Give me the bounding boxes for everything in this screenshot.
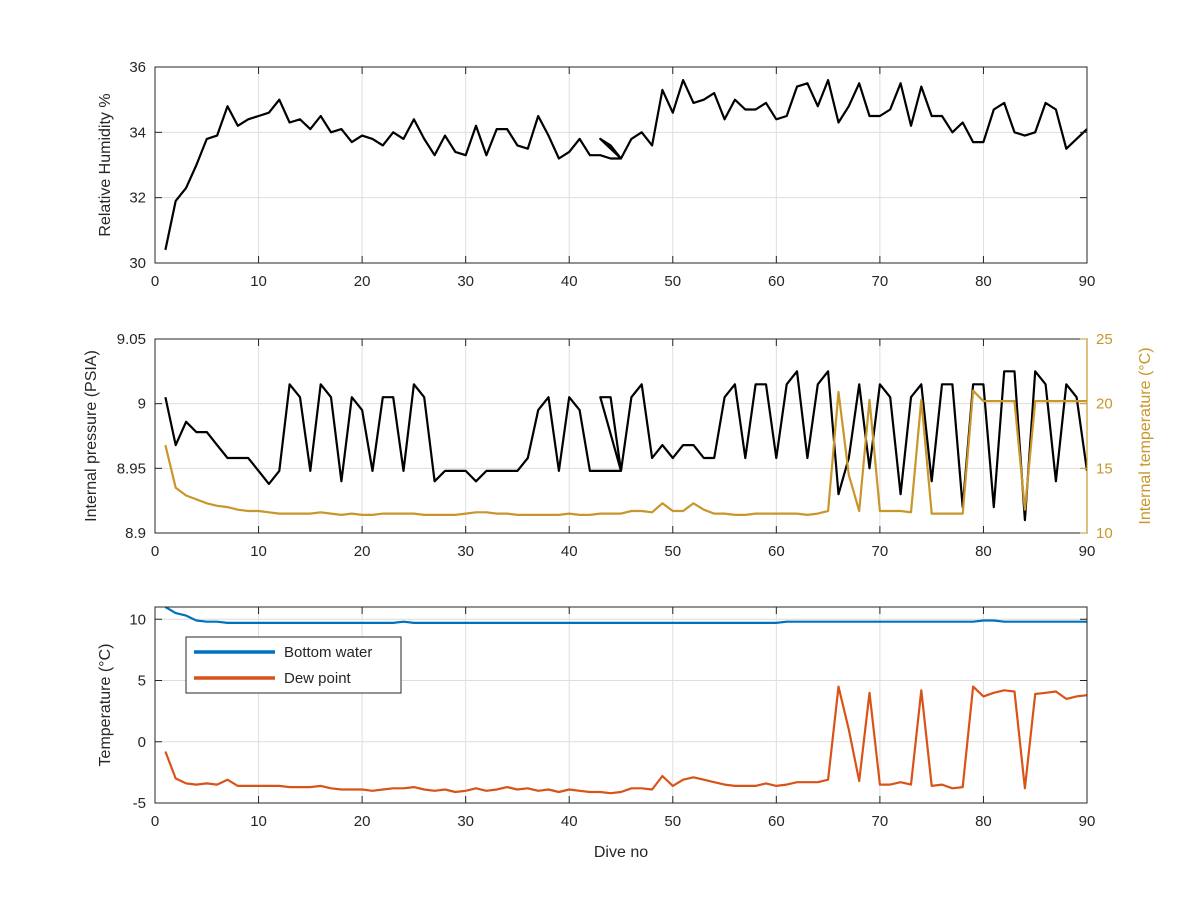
y-tick-label: 8.9 (125, 525, 146, 542)
x-tick-label: 90 (1079, 543, 1096, 560)
x-tick-label: 90 (1079, 813, 1096, 830)
x-tick-label: 80 (975, 273, 992, 290)
y-tick-label: 9.05 (117, 331, 146, 348)
x-tick-label: 90 (1079, 273, 1096, 290)
y-tick-label: 9 (138, 396, 146, 413)
y-tick-label: 36 (129, 59, 146, 76)
x-tick-label: 60 (768, 813, 785, 830)
x-tick-label: 40 (561, 813, 578, 830)
y2-tick-label: 15 (1096, 460, 1113, 477)
x-tick-label: 60 (768, 543, 785, 560)
y-tick-label: 32 (129, 190, 146, 207)
axes-box (154, 606, 1088, 804)
series-group (164, 78, 1087, 251)
x-tick-label: 30 (457, 543, 474, 560)
x-tick-label: 0 (151, 543, 159, 560)
x-tick-label: 50 (664, 273, 681, 290)
x-tick-label: 50 (664, 813, 681, 830)
x-tick-label: 80 (975, 813, 992, 830)
x-tick-label: 0 (151, 273, 159, 290)
subplot-3: 0 10 20 30 40 50 60 70 80 90 -5 0 5 10 Temperature (°C… (97, 606, 1096, 861)
series-line-1-1 (164, 78, 1087, 251)
x-tick-label: 10 (250, 543, 267, 560)
x-tick-label: 70 (872, 813, 889, 830)
subplot-2: 0 10 20 30 40 50 60 70 80 90 8.9 8.95 9 9.05 10 15 20 25 I… (83, 331, 1154, 560)
y-tick-label: 5 (138, 673, 146, 690)
series-line-2-2 (164, 389, 1087, 517)
y-axis-label: Internal pressure (PSIA) (83, 350, 100, 522)
x-tick-label: 40 (561, 273, 578, 290)
x-tick-label: 30 (457, 273, 474, 290)
legend-box (185, 636, 402, 694)
x-tick-label: 40 (561, 543, 578, 560)
axes-box (154, 338, 1088, 534)
x-tick-label: 10 (250, 273, 267, 290)
series-group (164, 370, 1087, 522)
x-axis-label: Dive no (594, 844, 648, 861)
x-tick-label: 20 (354, 543, 371, 560)
subplot-1: 0 10 20 30 40 50 60 70 80 90 30 32 34 36 Relative Humi… (97, 59, 1095, 290)
y-axis-label: Relative Humidity % (97, 93, 114, 236)
x-tick-label: 70 (872, 543, 889, 560)
y2-tick-label: 25 (1096, 331, 1113, 348)
series-line-2-1 (164, 370, 1087, 522)
x-tick-label: 80 (975, 543, 992, 560)
x-tick-label: 30 (457, 813, 474, 830)
y2-tick-label: 20 (1096, 396, 1113, 413)
x-tick-label: 0 (151, 813, 159, 830)
y-tick-label: 34 (129, 124, 146, 141)
series-line-bottom-water (164, 607, 1087, 625)
y-tick-label: 8.95 (117, 460, 146, 477)
axes-box (154, 66, 1088, 264)
legend-label-bottom-water: Bottom water (284, 644, 372, 661)
y-tick-label: 10 (129, 611, 146, 628)
series-line-dew-point (164, 685, 1087, 795)
y-axis-label: Temperature (°C) (97, 644, 114, 767)
y-tick-label: 30 (129, 255, 146, 272)
series-group (164, 607, 1087, 795)
y-tick-label: 0 (138, 734, 146, 751)
legend: Bottom water Dew point (185, 636, 402, 694)
x-tick-label: 50 (664, 543, 681, 560)
x-tick-label: 10 (250, 813, 267, 830)
y2-tick-label: 10 (1096, 525, 1113, 542)
x-tick-label: 20 (354, 273, 371, 290)
x-tick-label: 70 (872, 273, 889, 290)
legend-label-dew-point: Dew point (284, 670, 352, 687)
x-tick-label: 60 (768, 273, 785, 290)
x-tick-label: 20 (354, 813, 371, 830)
y-tick-label: -5 (133, 795, 146, 812)
y2-axis-label: Internal temperature (°C) (1137, 347, 1154, 524)
